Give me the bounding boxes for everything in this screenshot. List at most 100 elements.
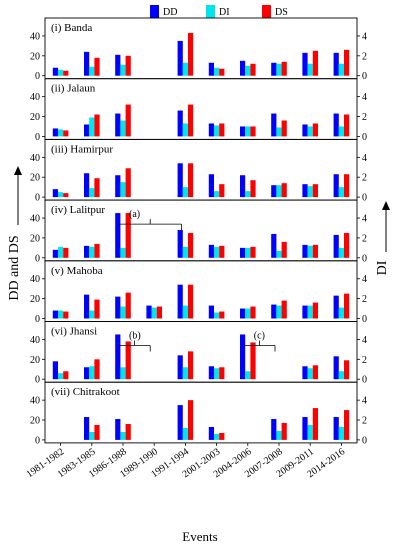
left-tick-label: 20: [30, 294, 40, 305]
panel-6: 0 20 40 0 2 4 (vi) Jhansi: [30, 321, 367, 386]
bar-di: [307, 63, 313, 76]
bar-di: [214, 433, 220, 440]
bar-di: [89, 188, 95, 198]
right-arrow-head: [382, 201, 390, 210]
panel-label: (vi) Jhansi: [51, 326, 97, 338]
bar-dd: [271, 62, 277, 76]
bar-dd: [271, 304, 277, 319]
bar-ds: [125, 55, 131, 76]
right-tick-label: 4: [362, 31, 367, 42]
bar-dd: [84, 245, 90, 258]
right-tick-label: 2: [362, 233, 367, 244]
left-tick-label: 20: [30, 355, 40, 366]
bar-dd: [333, 417, 339, 440]
bar-di: [182, 246, 188, 258]
bar-dd: [208, 244, 214, 258]
left-tick-label: 20: [30, 173, 40, 184]
bar-dd: [208, 62, 214, 76]
bar-ds: [312, 244, 318, 258]
bar-di: [338, 126, 344, 137]
panel-7: 0 20 40 0 2 4 (vii) Chitrakoot: [30, 381, 367, 446]
bar-ds: [125, 213, 131, 258]
bar-dd: [208, 305, 214, 319]
bar-ds: [63, 311, 69, 319]
bar-dd: [177, 355, 183, 380]
bar-di: [151, 307, 157, 319]
panel-label: (iii) Hamirpur: [51, 143, 113, 155]
bar-dd: [84, 124, 90, 137]
bar-ds: [188, 232, 194, 258]
bar-di: [58, 192, 64, 198]
right-tick-label: 2: [362, 173, 367, 184]
panel-frame: [44, 381, 358, 444]
bar-di: [89, 366, 95, 380]
bar-ds: [188, 351, 194, 380]
left-tick-label: 40: [30, 396, 40, 407]
x-axis-label: Events: [182, 529, 217, 544]
bar-di: [182, 427, 188, 440]
bar-di: [276, 305, 282, 319]
left-tick-label: 20: [30, 233, 40, 244]
right-tick-label: 0: [362, 193, 367, 204]
bar-di: [245, 65, 251, 76]
bar-di: [214, 67, 220, 76]
left-tick-label: 40: [30, 153, 40, 164]
bar-ds: [250, 63, 256, 76]
left-arrow-head: [14, 166, 22, 175]
bar-dd: [302, 124, 308, 137]
bar-dd: [84, 367, 90, 380]
bar-di: [338, 307, 344, 319]
bar-dd: [115, 54, 121, 76]
bar-ds: [188, 284, 194, 319]
bar-ds: [250, 306, 256, 319]
bar-dd: [333, 295, 339, 319]
bar-di: [276, 250, 282, 258]
bar-dd: [115, 419, 121, 440]
left-tick-label: 0: [35, 193, 40, 204]
bar-dd: [177, 163, 183, 198]
bar-di: [182, 62, 188, 76]
panel-4: 0 20 40 0 2 4 (iv) Lalitpur: [30, 199, 367, 264]
right-tick-label: 0: [362, 375, 367, 386]
left-tick-label: 20: [30, 112, 40, 123]
bar-di: [307, 186, 313, 198]
bar-ds: [94, 424, 100, 440]
y-axis-right-label: DI: [375, 260, 390, 275]
annotation-label: (a): [129, 209, 140, 220]
bar-di: [338, 247, 344, 258]
bar-ds: [94, 359, 100, 380]
bar-dd: [52, 361, 58, 380]
bar-ds: [94, 178, 100, 198]
bar-dd: [52, 189, 58, 198]
left-tick-label: 0: [35, 435, 40, 446]
bar-ds: [219, 367, 225, 380]
left-tick-label: 0: [35, 314, 40, 325]
bar-di: [214, 125, 220, 137]
right-tick-label: 0: [362, 132, 367, 143]
bar-di: [120, 247, 126, 258]
bar-dd: [271, 113, 277, 137]
bar-di: [182, 367, 188, 380]
bar-di: [307, 424, 313, 440]
bar-ds: [188, 163, 194, 198]
bar-dd: [240, 308, 246, 319]
bar-ds: [281, 300, 287, 319]
bar-ds: [344, 293, 350, 319]
bar-ds: [344, 174, 350, 198]
bar-ds: [281, 61, 287, 76]
bar-di: [120, 367, 126, 380]
bar-dd: [302, 417, 308, 440]
annotation-bracket: (a): [119, 209, 182, 231]
right-tick-label: 4: [362, 274, 367, 285]
bar-ds: [312, 184, 318, 198]
bar-di: [58, 310, 64, 319]
bar-ds: [344, 114, 350, 137]
axis-arrows: [14, 166, 390, 252]
bar-dd: [271, 419, 277, 440]
legend-label-dd: DD: [163, 7, 177, 18]
bar-di: [214, 312, 220, 319]
left-tick-label: 0: [35, 71, 40, 82]
bar-ds: [94, 114, 100, 137]
bar-dd: [333, 174, 339, 198]
bar-di: [245, 308, 251, 319]
